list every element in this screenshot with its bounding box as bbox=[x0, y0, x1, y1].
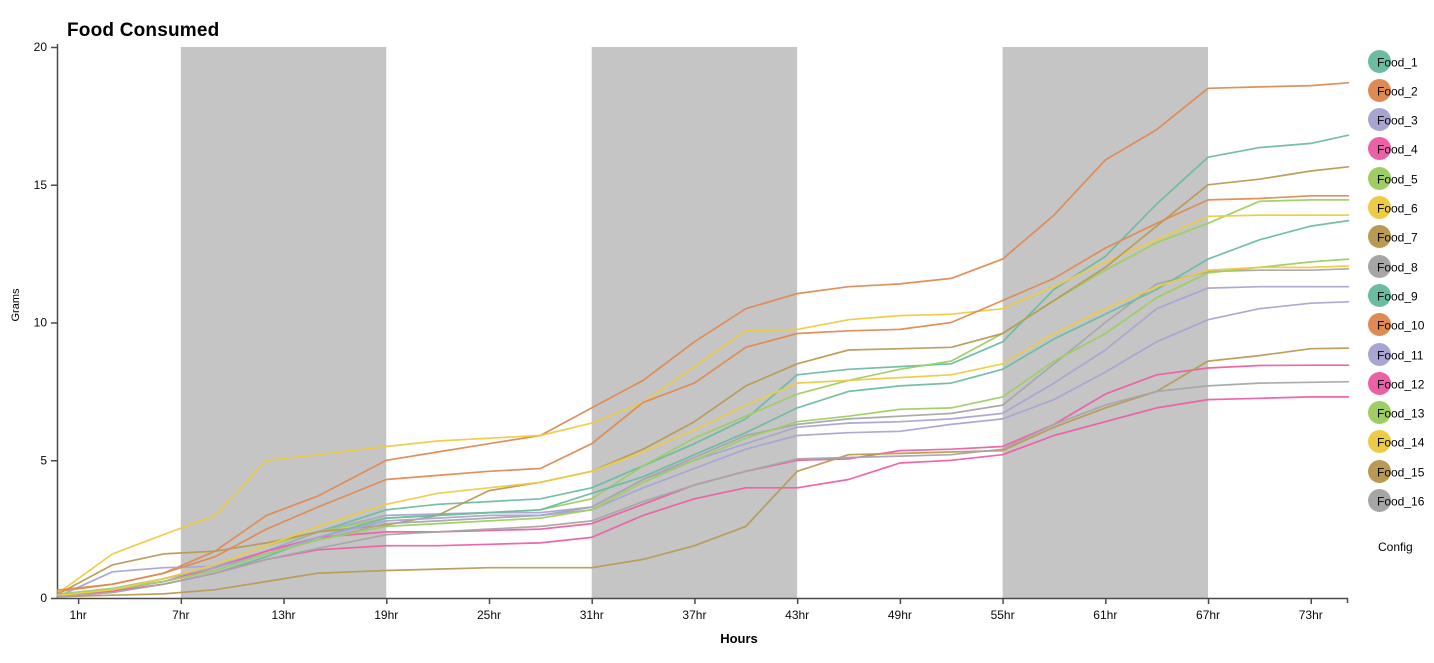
series-line-food_11 bbox=[57, 300, 1350, 597]
series-line-food_9 bbox=[57, 219, 1350, 597]
y-tick-label: 15 bbox=[34, 178, 48, 192]
y-tick-label: 0 bbox=[40, 591, 47, 605]
series-line-food_13 bbox=[57, 258, 1350, 597]
series-line-food_16 bbox=[57, 380, 1350, 598]
shaded-band bbox=[180, 47, 387, 598]
x-axis-title: Hours bbox=[720, 631, 758, 646]
x-tick-label: 25hr bbox=[477, 608, 501, 622]
series-line-food_15 bbox=[57, 347, 1350, 598]
y-tick-label: 10 bbox=[34, 316, 48, 330]
y-tick-label: 20 bbox=[34, 40, 48, 54]
x-tick-label: 19hr bbox=[374, 608, 398, 622]
x-tick-label: 43hr bbox=[785, 608, 809, 622]
x-tick-label: 49hr bbox=[888, 608, 912, 622]
series-line-food_14 bbox=[57, 265, 1350, 597]
chart-title: Food Consumed bbox=[67, 20, 220, 41]
x-tick-label: 1hr bbox=[69, 608, 86, 622]
shaded-band bbox=[591, 47, 798, 598]
y-axis-title: Grams bbox=[10, 288, 22, 322]
series-line-food_6 bbox=[57, 214, 1350, 592]
x-tick-label: 73hr bbox=[1299, 608, 1323, 622]
x-tick-label: 37hr bbox=[682, 608, 706, 622]
series-line-food_10 bbox=[57, 194, 1350, 591]
x-tick-label: 13hr bbox=[272, 608, 296, 622]
y-tick-label: 5 bbox=[40, 453, 47, 467]
x-tick-label: 61hr bbox=[1093, 608, 1117, 622]
x-tick-label: 31hr bbox=[580, 608, 604, 622]
x-tick-label: 67hr bbox=[1196, 608, 1220, 622]
series-line-food_2 bbox=[57, 81, 1350, 592]
x-tick-label: 7hr bbox=[172, 608, 189, 622]
x-tick-label: 55hr bbox=[991, 608, 1015, 622]
